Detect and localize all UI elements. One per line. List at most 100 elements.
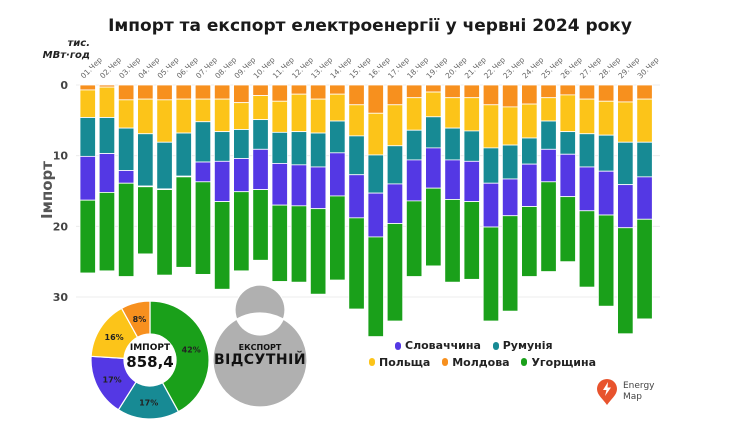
bar-segment	[463, 97, 480, 132]
legend-item-romania: Румунія	[492, 339, 553, 352]
pie-slice	[120, 300, 151, 339]
bar-segment	[559, 84, 576, 96]
bar-segment	[79, 84, 96, 91]
bar-segment	[213, 98, 231, 133]
bar-segment	[137, 186, 154, 255]
bar-segment	[463, 130, 480, 162]
import-center-value: 858,4	[126, 353, 174, 371]
bar-segment	[482, 104, 500, 149]
pie-slice-label: 8%	[133, 315, 147, 324]
bar-segment	[598, 84, 615, 102]
legend-item-poland: Польща	[369, 356, 430, 369]
bar-segment	[598, 214, 615, 307]
bar-segment	[617, 184, 634, 229]
legend-item-moldova: Молдова	[442, 356, 510, 369]
legend-item-hungary: Угорщина	[521, 356, 596, 369]
bar-segment	[309, 98, 327, 134]
bar-segment	[425, 187, 442, 267]
bar-segment	[233, 129, 250, 159]
bar-segment	[175, 84, 192, 100]
bar-segment	[598, 100, 615, 136]
bar-segment	[501, 178, 519, 217]
bar-segment	[348, 135, 365, 176]
bar-segment	[617, 84, 634, 103]
bar-segment	[233, 84, 250, 104]
bar-segment	[598, 134, 615, 172]
bar-segment	[213, 131, 231, 162]
bar-segment	[521, 163, 538, 207]
y-tick-label: 10	[53, 150, 69, 163]
bar-segment	[444, 84, 461, 99]
bar-segment	[175, 98, 192, 134]
bar-segment	[79, 155, 96, 201]
lightning-pin-icon	[597, 379, 617, 405]
bar-segment	[405, 159, 423, 202]
bar-segment	[118, 170, 135, 184]
legend: Словаччина Румунія Польща Молдова Угорщи…	[369, 339, 604, 369]
bar-segment	[79, 89, 96, 118]
bar-segment	[290, 205, 308, 283]
bar-segment	[540, 84, 557, 99]
bar-segment	[501, 144, 519, 180]
bar-segment	[290, 131, 308, 166]
export-donut-center: ЕКСПОРТ ВІДСУТНІЙ	[210, 343, 310, 368]
bar-segment	[290, 164, 308, 207]
bar-segment	[405, 97, 423, 131]
bar-segment	[444, 159, 461, 200]
bar-segment	[233, 158, 250, 193]
bar-segment	[309, 208, 327, 295]
bar-segment	[156, 84, 173, 101]
bar-segment	[559, 196, 576, 263]
bar-segment	[405, 129, 423, 161]
bar-segment	[482, 226, 500, 322]
legend-dot-icon	[369, 358, 375, 366]
bar-segment	[252, 148, 269, 190]
bar-segment	[367, 236, 384, 337]
pie-slice-label: 16%	[105, 333, 124, 342]
bar-segment	[156, 189, 173, 276]
bar-segment	[252, 189, 269, 261]
pie-slice-label: 17%	[139, 398, 158, 407]
bar-segment	[425, 91, 442, 118]
bar-segment	[636, 176, 653, 220]
bar-segment	[271, 131, 288, 164]
bar-segment	[79, 199, 96, 274]
bar-segment	[213, 201, 231, 290]
bar-segment	[213, 160, 231, 203]
bar-segment	[175, 176, 192, 268]
import-donut-center: ІМПОРТ 858,4	[120, 343, 180, 371]
bar-segment	[521, 137, 538, 165]
y-tick-label: 30	[53, 291, 69, 304]
bar-segment	[252, 95, 269, 121]
bar-segment	[329, 152, 346, 197]
legend-dot-icon	[521, 358, 528, 366]
y-tick-label: 20	[53, 220, 69, 233]
bar-segment	[636, 84, 653, 100]
bar-segment	[98, 117, 116, 154]
bar-segment	[290, 93, 308, 133]
legend-dot-icon	[492, 341, 499, 350]
bar-segment	[348, 104, 365, 137]
bar-segment	[329, 93, 346, 122]
bar-segment	[636, 98, 653, 143]
bar-segment	[309, 166, 327, 210]
bar-segment	[137, 84, 154, 100]
bar-segment	[156, 141, 173, 190]
bar-segment	[367, 84, 384, 114]
pie-slice-label: 17%	[103, 375, 122, 384]
unit-label-line1: тис.	[67, 38, 90, 49]
bar-segment	[309, 84, 327, 100]
bar-segment	[367, 112, 384, 156]
x-tick-label: 30.Чер	[636, 55, 661, 80]
bar-segment	[137, 133, 154, 187]
bar-segment	[521, 206, 538, 277]
bar-segment	[194, 161, 212, 183]
bar-segment	[386, 223, 404, 322]
legend-dot-icon	[442, 358, 449, 366]
bar-segment	[559, 94, 576, 133]
bar-segment	[463, 160, 480, 203]
bar-segment	[194, 84, 212, 100]
bar-segment	[98, 86, 116, 118]
bar-segment	[540, 148, 557, 183]
bar-segment	[482, 147, 500, 184]
